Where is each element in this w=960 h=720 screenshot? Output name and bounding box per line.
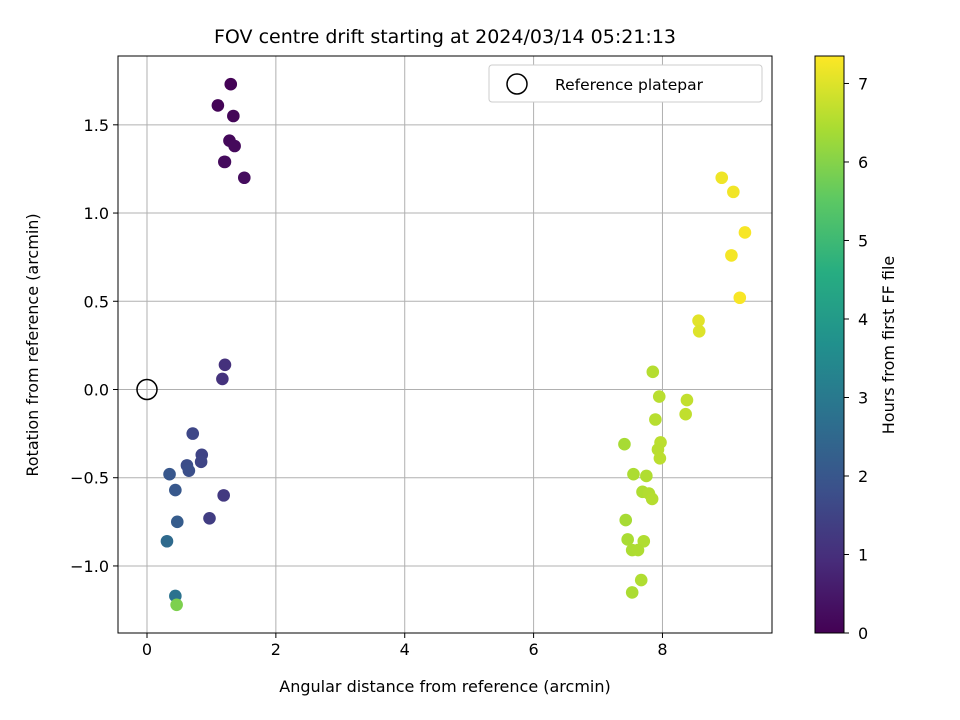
data-point — [625, 586, 639, 599]
data-point — [203, 512, 216, 525]
y-axis-label: Rotation from reference (arcmin) — [23, 213, 42, 476]
y-tick-label: 1.0 — [84, 204, 109, 223]
reference-platepar-group — [136, 378, 158, 401]
colorbar-tick-label: 5 — [858, 231, 868, 250]
colorbar-label: Hours from first FF file — [879, 256, 898, 435]
y-tick-label: 0.5 — [84, 292, 109, 311]
data-point — [738, 226, 752, 239]
data-point — [727, 185, 740, 199]
data-point — [640, 469, 653, 483]
data-point — [618, 437, 631, 451]
data-point — [715, 171, 729, 185]
x-tick-label: 6 — [529, 640, 539, 659]
data-point — [692, 324, 706, 338]
data-point — [218, 358, 232, 372]
data-point — [237, 171, 251, 185]
plot-area — [118, 56, 772, 633]
data-point — [216, 372, 229, 386]
x-axis-label: Angular distance from reference (arcmin) — [279, 677, 610, 696]
colorbar-tick-label: 2 — [858, 467, 868, 486]
colorbar-gradient — [815, 56, 844, 633]
data-point — [652, 390, 666, 403]
data-point — [217, 489, 230, 502]
data-point — [182, 464, 196, 477]
data-point — [627, 467, 640, 481]
legend: Reference platepar — [488, 64, 763, 103]
data-point — [169, 483, 182, 497]
x-tick-label: 8 — [657, 640, 667, 659]
y-tick-label: −0.5 — [70, 469, 109, 488]
colorbar-tick-label: 7 — [858, 74, 868, 93]
colorbar-tick-label: 0 — [858, 624, 868, 643]
data-point — [218, 155, 232, 169]
data-point — [619, 513, 633, 527]
data-point — [631, 543, 645, 557]
data-point — [645, 492, 659, 506]
data-point — [679, 407, 692, 421]
data-point — [228, 139, 241, 153]
data-point — [634, 573, 648, 587]
legend-box — [488, 64, 763, 103]
data-point — [170, 598, 183, 612]
colorbar-frame — [814, 55, 845, 634]
x-tick-label: 2 — [271, 640, 281, 659]
legend-marker-open-circle — [506, 73, 528, 95]
x-tick-label: 0 — [142, 640, 152, 659]
colorbar-tick-label: 6 — [858, 153, 868, 172]
data-point — [646, 365, 660, 379]
scatter-points — [160, 77, 752, 612]
data-point — [194, 455, 208, 469]
axis-ticks: 0 2 4 6 8 −1.0 −0.5 0.0 0.5 1.0 1.5 — [70, 116, 667, 659]
data-point — [227, 109, 240, 123]
data-point — [224, 77, 238, 91]
data-point — [692, 314, 705, 327]
colorbar-ticks: 0 1 2 3 4 5 6 7 — [844, 74, 868, 643]
y-tick-label: −1.0 — [70, 557, 109, 576]
colorbar-tick-label: 3 — [858, 388, 868, 407]
chart-title: FOV centre drift starting at 2024/03/14 … — [214, 26, 676, 48]
data-point — [621, 533, 634, 546]
y-tick-label: 0.0 — [84, 380, 109, 399]
data-point — [170, 515, 184, 529]
reference-platepar-marker — [136, 378, 158, 401]
data-point — [160, 534, 174, 548]
grid — [118, 56, 772, 633]
colorbar-tick-label: 1 — [858, 545, 868, 564]
y-tick-label: 1.5 — [84, 116, 109, 135]
legend-label-reference-platepar: Reference platepar — [555, 76, 704, 94]
plot-frame — [117, 55, 773, 634]
data-point — [680, 393, 694, 407]
data-point — [733, 291, 747, 305]
data-point — [186, 427, 200, 440]
colorbar-tick-label: 4 — [858, 310, 868, 329]
data-point — [649, 413, 662, 426]
data-point — [211, 99, 225, 112]
x-tick-label: 4 — [400, 640, 410, 659]
data-point — [725, 249, 738, 262]
data-point — [163, 467, 176, 481]
data-point — [653, 452, 667, 465]
colorbar: 0 1 2 3 4 5 6 7 Hours from first FF file — [814, 55, 898, 643]
